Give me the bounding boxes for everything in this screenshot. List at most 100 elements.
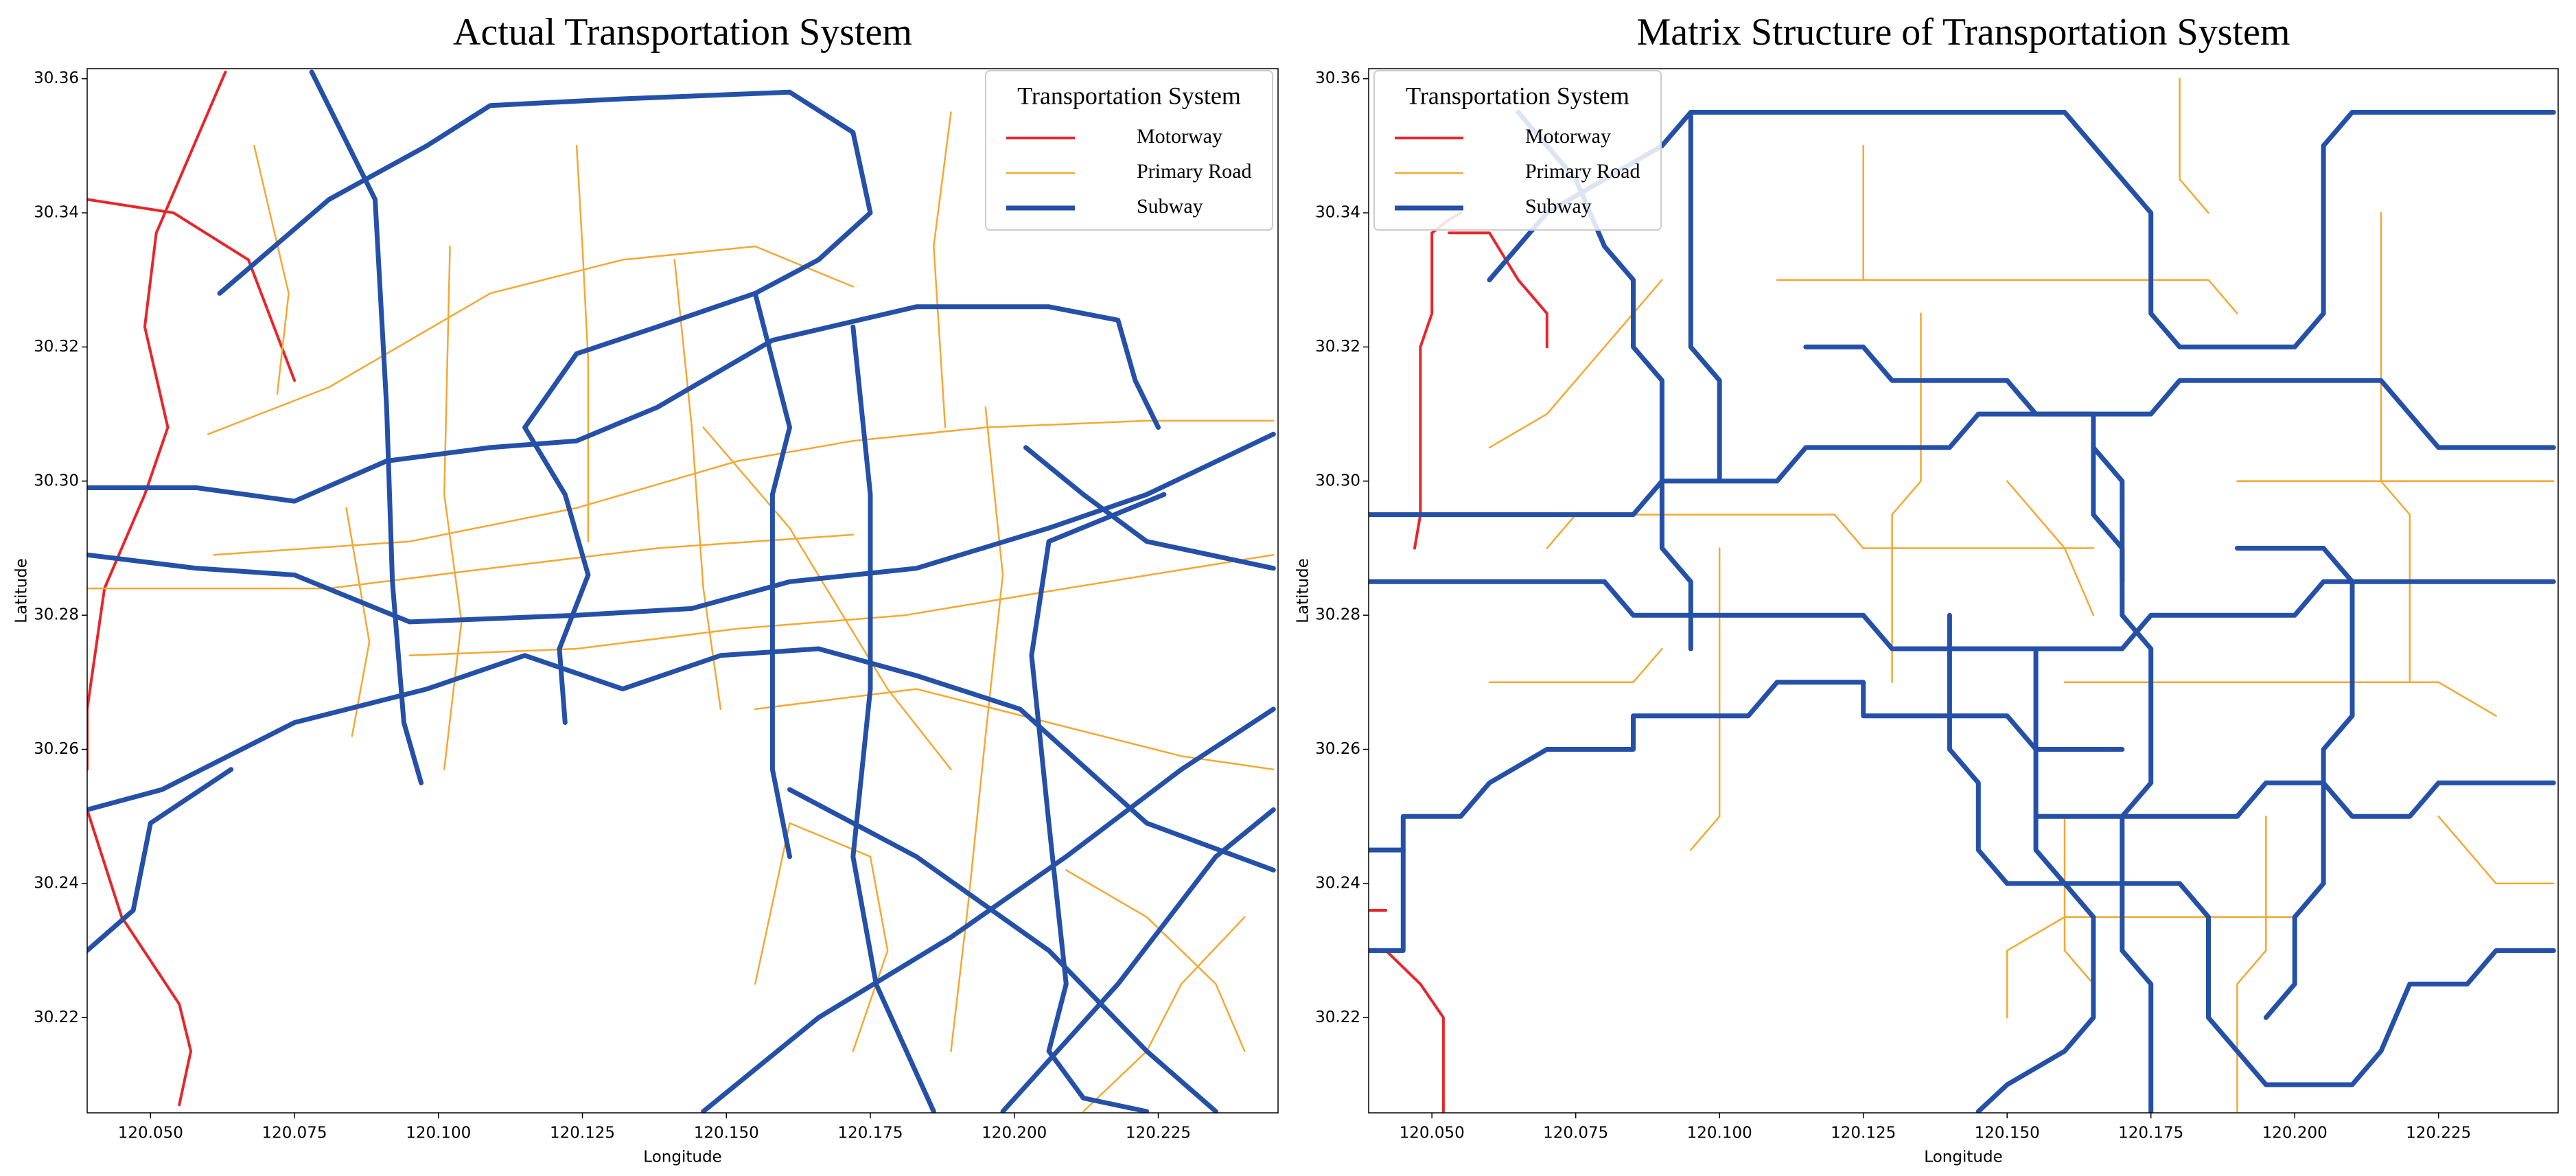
y-axis-label: Latitude [13,558,31,623]
route-line [1947,612,2010,886]
y-tick-label: 30.34 [1315,204,1360,222]
route-line [87,767,234,954]
route-line [309,69,424,785]
route-line [87,533,855,590]
route-line [2234,546,2355,1020]
y-tick-label: 30.30 [1315,472,1360,489]
x-tick-label: 120.100 [406,1125,471,1142]
y-tick-label: 30.24 [34,874,79,892]
x-tick-label: 120.225 [1126,1125,1191,1142]
plot: Actual Transportation System 120.050 120.0… [13,11,1279,1166]
legend-box [1373,70,1662,231]
route-line [701,706,1276,1113]
route-line [2380,211,2411,684]
legend: Transportation System Motorway Primary Roa… [1373,70,1662,231]
chart-title: Matrix Structure of Transportation Syste… [1637,11,2290,54]
x-tick-label: 120.075 [262,1125,327,1142]
y-tick-label: 30.28 [34,606,79,624]
legend-label: Primary Road [1525,160,1640,183]
y-tick-label: 30.26 [34,740,79,758]
x-axis-label: Longitude [1924,1149,2002,1166]
legend-label: Primary Road [1137,160,1251,183]
x-tick-label: 120.175 [2118,1125,2183,1142]
plot-frame [1368,68,2559,1114]
legend: Transportation System Motorway Primary Roa… [985,70,1273,231]
route-line [1448,231,1548,349]
x-tick-label: 120.125 [1831,1125,1896,1142]
x-tick-label: 120.200 [982,1125,1047,1142]
route-line [1803,344,2125,584]
y-axis-label: Latitude [1295,558,1312,623]
route-line [87,70,227,771]
legend-label: Subway [1525,195,1592,218]
route-line [1369,680,2125,853]
route-line [207,245,855,435]
y-tick-label: 30.22 [1315,1008,1360,1026]
route-line [1023,445,1276,571]
route-line [1488,279,1663,449]
route-line [1690,547,1721,851]
x-tick-label: 120.100 [1687,1125,1752,1142]
x-tick-label: 120.150 [1975,1125,2040,1142]
route-line [950,406,1004,1052]
route-line [1384,949,1445,1113]
y-tick-label: 30.36 [34,69,79,87]
route-line [933,111,952,428]
route-line [2179,78,2209,214]
route-line [1065,869,1246,1052]
route-line [575,145,590,542]
y-tick-label: 30.30 [34,472,79,489]
legend-box [985,70,1273,231]
route-line [217,89,873,725]
route-line [87,304,1161,504]
x-tick-label: 120.225 [2406,1125,2471,1142]
route-line [2006,916,2296,1019]
route-line [1000,807,1276,1113]
chart-title: Actual Transportation System [453,11,912,54]
legend-label: Motorway [1525,125,1611,148]
route-line [850,324,936,1113]
route-line [87,431,1276,625]
y-tick-label: 30.22 [34,1008,79,1026]
route-line [213,419,1275,556]
y-tick-label: 30.28 [1315,606,1360,624]
route-line [1082,916,1246,1113]
route-line [345,507,371,737]
legend-title: Transportation System [1406,82,1629,109]
route-line [1413,211,1463,550]
x-tick-label: 120.075 [1543,1125,1608,1142]
x-tick-label: 120.200 [2262,1125,2328,1142]
route-line [2063,815,2095,985]
route-line [754,688,1275,771]
y-tick-label: 30.36 [1315,69,1360,87]
route-line [1975,646,2096,1113]
route-line [2033,780,2556,819]
route-line [1488,647,1663,684]
y-tick-label: 30.26 [1315,740,1360,758]
data-layer [87,69,1276,1113]
route-line [2004,881,2556,1087]
route-line [2063,681,2497,717]
data-layer [1369,78,2556,1113]
y-tick-label: 30.32 [34,338,79,356]
route-line [1688,110,1722,484]
y-tick-label: 30.32 [1315,338,1360,356]
x-tick-label: 120.125 [550,1125,615,1142]
route-line [1369,847,1406,954]
route-line [787,787,1218,1113]
route-line [2006,480,2095,616]
route-line [1369,378,2556,518]
route-line [87,808,192,1107]
legend-title: Transportation System [1017,82,1241,109]
legend-label: Motorway [1137,125,1222,148]
x-tick-label: 120.050 [118,1125,183,1142]
x-tick-label: 120.050 [1400,1125,1465,1142]
route-line [752,290,792,860]
route-line [1776,279,2238,314]
x-axis-label: Longitude [643,1149,721,1166]
x-tick-label: 120.175 [837,1125,903,1142]
x-tick-label: 120.150 [694,1125,759,1142]
route-line [1369,579,2556,652]
plot-frame [86,68,1279,1114]
